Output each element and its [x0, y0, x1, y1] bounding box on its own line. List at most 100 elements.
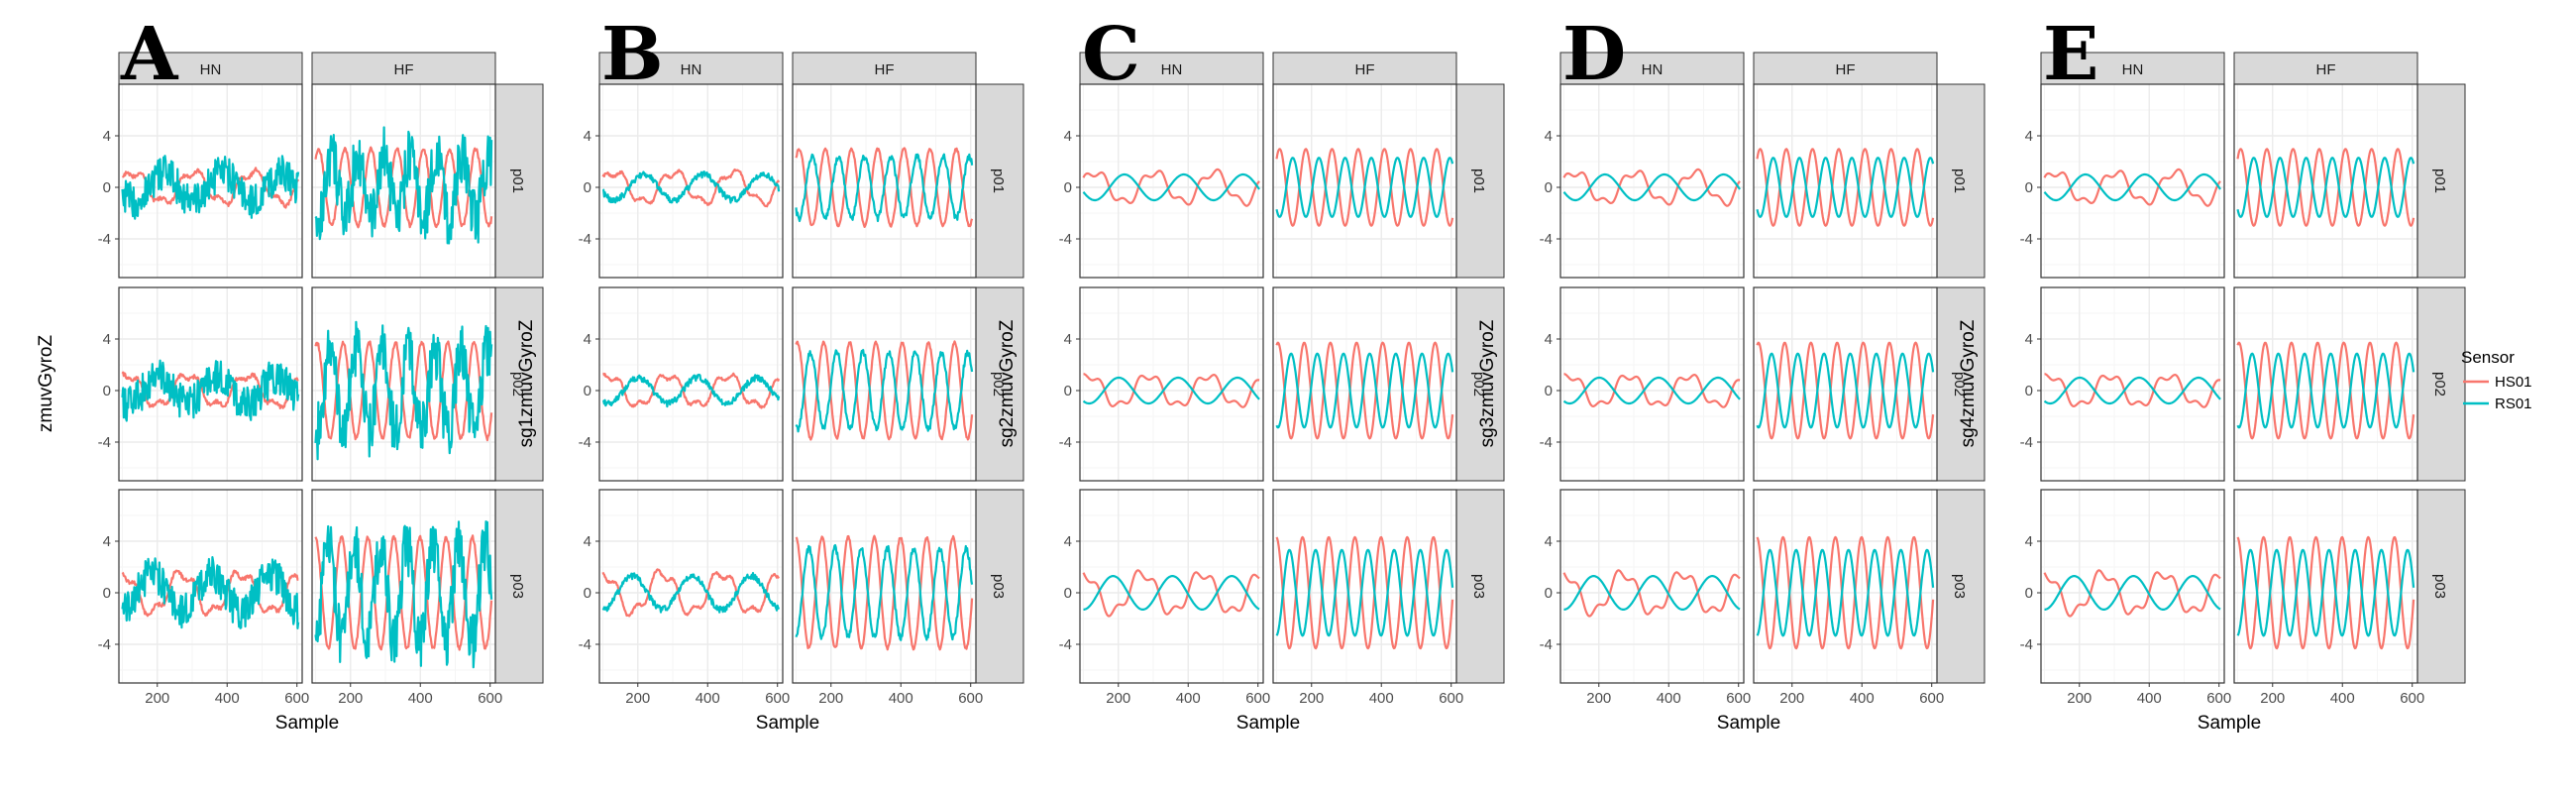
series-line-rs01: [121, 556, 300, 629]
strip-p03: [1455, 489, 1505, 684]
x-tick-label: 600: [2206, 690, 2231, 707]
series-line-hs01: [314, 534, 493, 651]
x-tick-label: 200: [1779, 690, 1804, 707]
y-tick-label: -4: [1059, 434, 1072, 451]
strip-label: HF: [875, 61, 895, 78]
series-line-rs01: [1083, 575, 1260, 611]
series-line-rs01: [601, 170, 781, 204]
panel-border: [2233, 489, 2418, 684]
series-line-rs01: [601, 572, 781, 614]
series-line-hs01: [795, 534, 974, 651]
series-line-hs01: [2043, 569, 2221, 618]
strip-row-label: p01: [509, 169, 526, 193]
legend-label: HS01: [2495, 374, 2532, 391]
panel-background: [1754, 490, 1937, 683]
series-line-rs01: [1275, 157, 1454, 218]
strip-label: HN: [2122, 61, 2144, 78]
strip-label: HF: [1836, 61, 1856, 78]
x-tick-label: 400: [1369, 690, 1394, 707]
series-line-rs01: [1275, 352, 1454, 429]
panel-border: [2040, 489, 2225, 684]
y-tick-label: 4: [103, 128, 111, 145]
x-tick-label: 400: [889, 690, 913, 707]
panel-border: [792, 286, 977, 482]
series-line-rs01: [1563, 575, 1741, 611]
x-tick-label: 400: [696, 690, 720, 707]
chart-group-D: sg3zmuvGyroZ Sample HN HF p01 -4 0 4 p02 -4 0 4 p03 -…: [1477, 12, 1986, 734]
y-tick-label: 0: [584, 585, 591, 602]
y-tick-label: 4: [1545, 331, 1553, 348]
x-tick-label: 200: [2260, 690, 2285, 707]
strip-p03: [494, 489, 544, 684]
y-tick-label: 0: [584, 179, 591, 196]
y-tick-label: 0: [103, 179, 111, 196]
panel-background: [1560, 490, 1744, 683]
panel-background: [793, 490, 976, 683]
strip-p02: [975, 286, 1024, 482]
y-tick-label: 4: [584, 128, 591, 145]
strip-label: HF: [394, 61, 414, 78]
strip-row-label: p02: [1470, 372, 1487, 396]
panel-border: [1079, 286, 1264, 482]
y-tick-label: -4: [2020, 636, 2033, 653]
series-line-hs01: [2236, 341, 2415, 440]
panel-border: [1079, 489, 1264, 684]
x-axis-title: Sample: [756, 713, 819, 734]
y-tick-label: 0: [1064, 179, 1072, 196]
y-tick-label: 0: [2025, 179, 2033, 196]
y-tick-label: 0: [103, 585, 111, 602]
y-tick-label: -4: [2020, 434, 2033, 451]
strip-label: HF: [1355, 61, 1375, 78]
panel-border: [2040, 286, 2225, 482]
y-tick-label: 4: [1545, 128, 1553, 145]
series-line-rs01: [1082, 376, 1260, 405]
y-tick-label: 4: [103, 533, 111, 550]
x-tick-label: 600: [1439, 690, 1463, 707]
y-tick-label: -4: [98, 636, 111, 653]
x-axis-title: Sample: [2198, 713, 2261, 734]
series-line-hs01: [1275, 535, 1454, 650]
panel-border: [118, 489, 303, 684]
x-axis-title: Sample: [1236, 713, 1300, 734]
strip-label: HN: [681, 61, 702, 78]
panel-border: [2233, 286, 2418, 482]
strip-label: HF: [2316, 61, 2336, 78]
y-tick-label: 4: [1545, 533, 1553, 550]
strip-p02: [2416, 286, 2466, 482]
panel-border: [792, 489, 977, 684]
strip-hn: [2040, 52, 2225, 85]
strip-label: HN: [200, 61, 222, 78]
strip-row-label: p02: [509, 372, 526, 396]
y-tick-label: -4: [98, 231, 111, 248]
panel-letter-B: B: [601, 12, 664, 97]
panel-border: [2233, 83, 2418, 279]
panel-border: [1559, 83, 1745, 279]
panel-background: [1273, 490, 1456, 683]
strip-p03: [1936, 489, 1986, 684]
series-line-hs01: [1563, 373, 1741, 408]
strip-hf: [311, 52, 496, 85]
y-tick-label: -4: [1059, 231, 1072, 248]
x-tick-label: 600: [2400, 690, 2424, 707]
panel-border: [1753, 286, 1938, 482]
strip-p01: [2416, 83, 2466, 279]
series-line-hs01: [1562, 168, 1741, 207]
panel-border: [2040, 83, 2225, 279]
y-tick-label: -4: [1540, 636, 1553, 653]
panel-letter-D: D: [1562, 12, 1626, 97]
x-tick-label: 400: [2330, 690, 2355, 707]
panel-border: [311, 83, 496, 279]
x-tick-label: 400: [2137, 690, 2162, 707]
panel-background: [119, 490, 302, 683]
x-tick-label: 200: [625, 690, 650, 707]
y-axis-title: sg3zmuvGyroZ: [1477, 319, 1498, 447]
strip-p03: [2416, 489, 2466, 684]
series-line-rs01: [2043, 172, 2221, 202]
series-line-rs01: [121, 359, 300, 422]
legend-title: Sensor: [2461, 348, 2515, 367]
x-tick-label: 600: [1919, 690, 1944, 707]
series-line-rs01: [1082, 172, 1260, 202]
panel-border: [311, 489, 496, 684]
series-line-rs01: [1275, 548, 1454, 637]
series-line-hs01: [601, 568, 781, 618]
